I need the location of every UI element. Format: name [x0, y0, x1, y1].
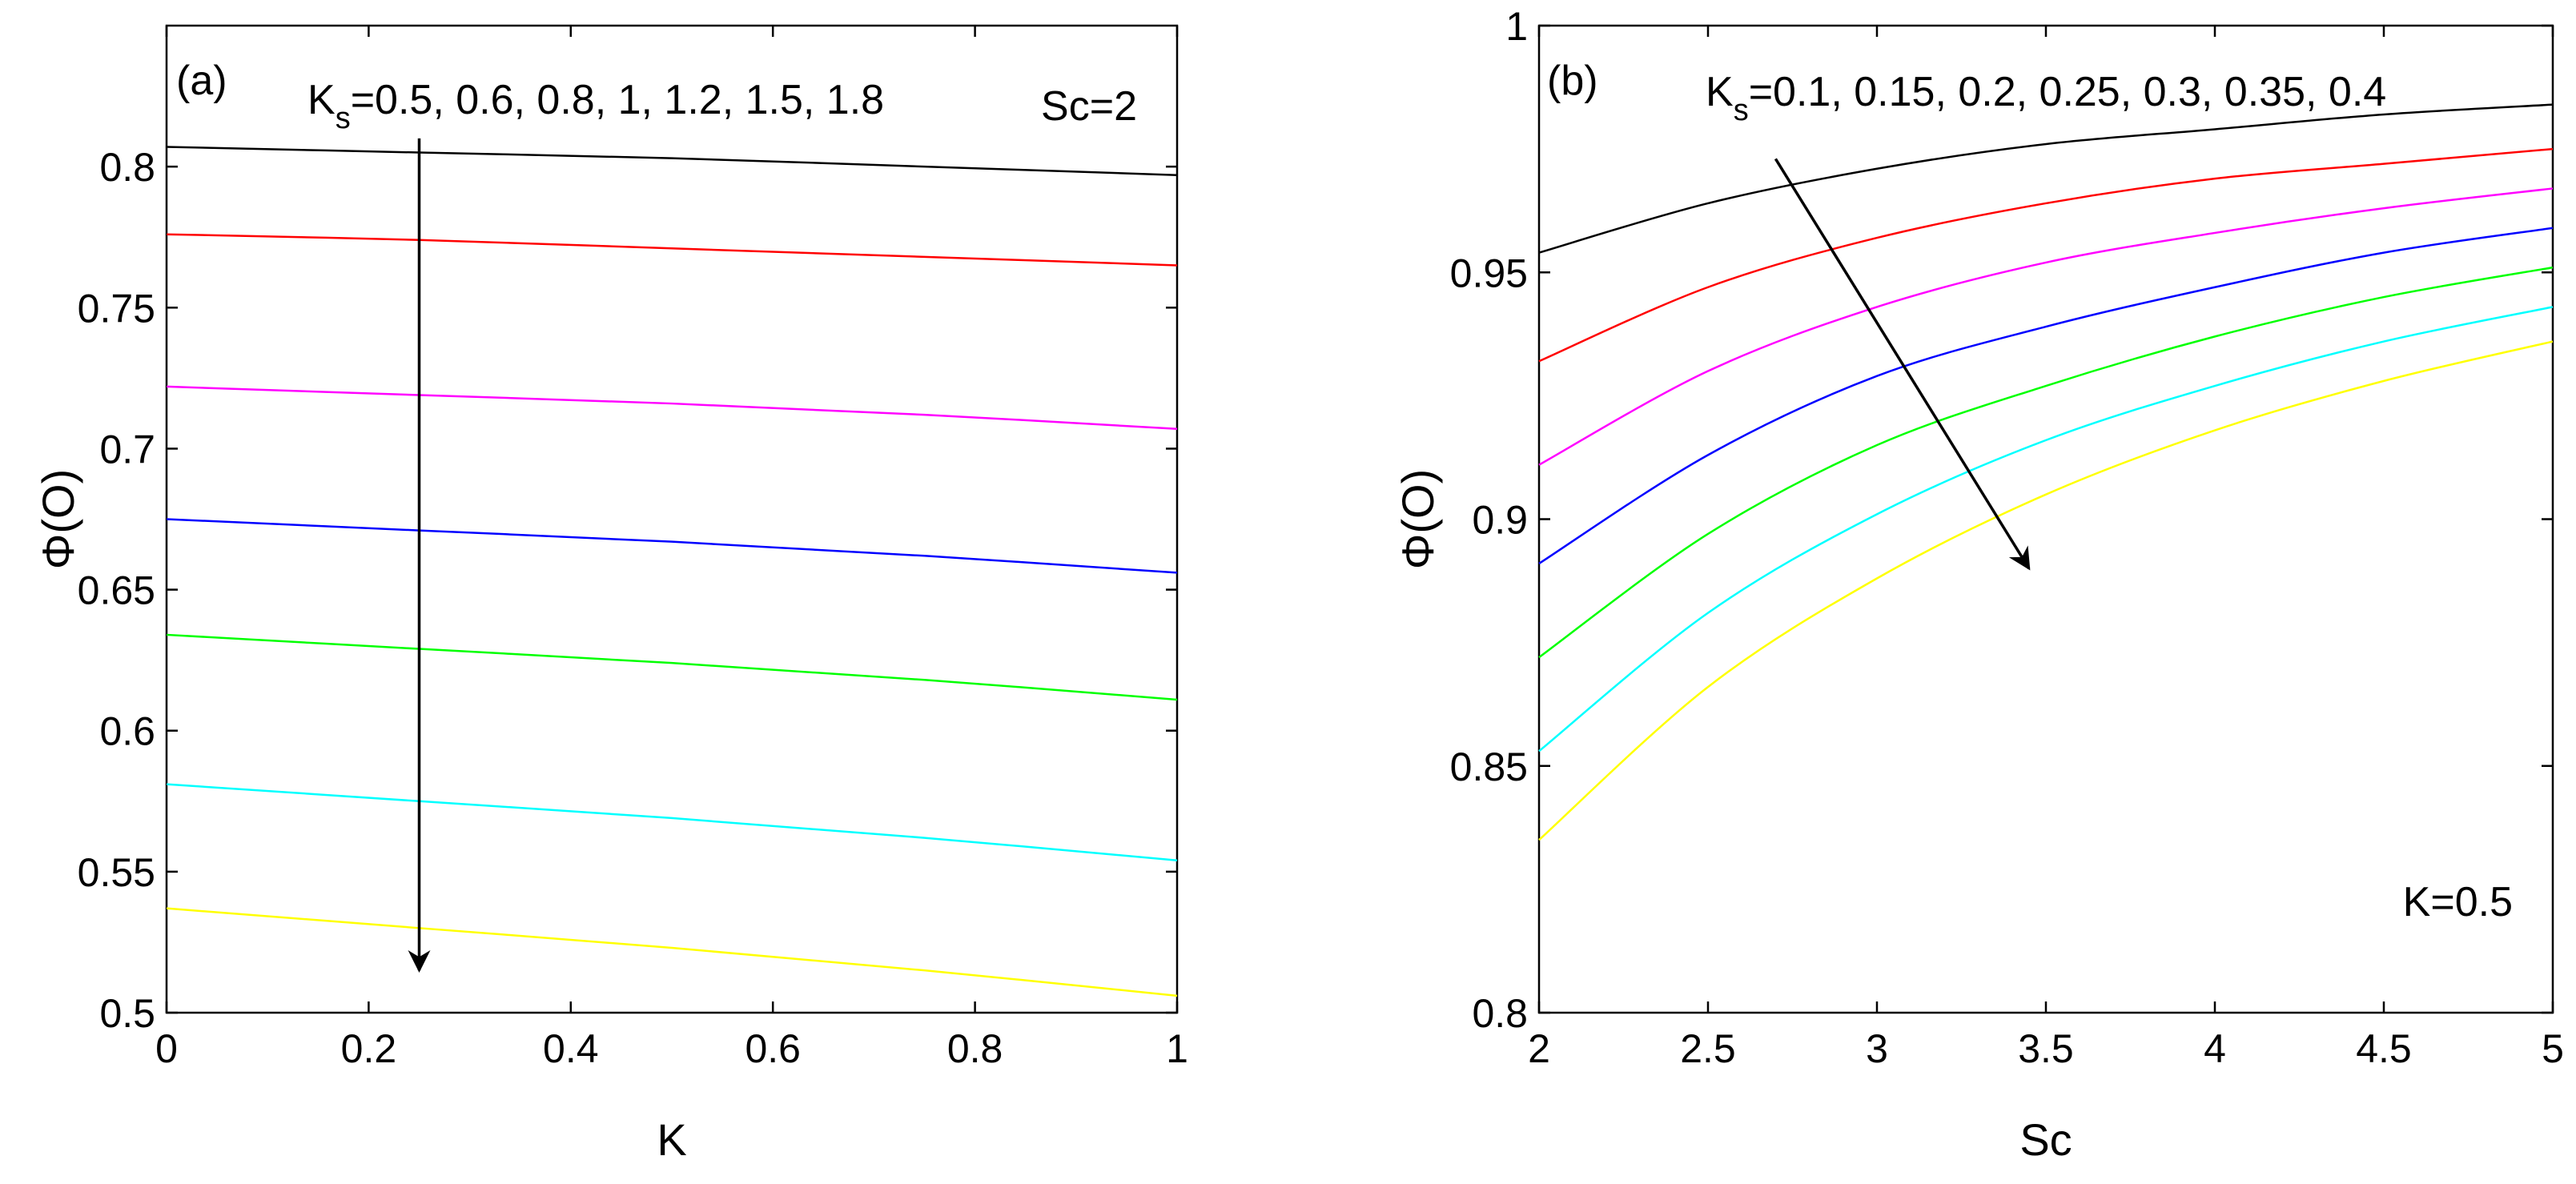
- series-line: [1538, 266, 2554, 659]
- x-tick-label: 2.5: [1680, 1026, 1736, 1071]
- series-line: [166, 518, 1178, 574]
- x-axis-label: Sc: [2019, 1114, 2072, 1165]
- y-tick-label: 0.55: [78, 850, 155, 895]
- series-line: [1538, 147, 2554, 363]
- y-tick-label: 0.75: [78, 286, 155, 331]
- x-tick-label: 5: [2542, 1026, 2564, 1071]
- y-tick-label: 0.8: [99, 145, 155, 190]
- plot-area-frame: [1537, 24, 2554, 1014]
- x-tick-label: 0: [155, 1026, 178, 1071]
- y-axis-label: Φ(O): [33, 469, 83, 570]
- y-tick-label: 0.7: [99, 427, 155, 472]
- x-tick-label: 0.4: [543, 1026, 599, 1071]
- x-tick-label: 3: [1866, 1026, 1888, 1071]
- series-line: [1538, 187, 2554, 466]
- y-tick-label: 0.65: [78, 568, 155, 613]
- panel-label: (a): [176, 58, 227, 104]
- y-axis-label: Φ(O): [1392, 469, 1443, 570]
- x-tick-label: 4: [2204, 1026, 2226, 1071]
- x-tick-label: 0.2: [341, 1026, 397, 1071]
- x-tick-label: 4.5: [2356, 1026, 2412, 1071]
- param-values: =0.5, 0.6, 0.8, 1, 1.2, 1.5, 1.8: [351, 77, 884, 123]
- y-tick-label: 1: [1505, 4, 1528, 49]
- plot-area-frame: [165, 24, 1179, 1014]
- x-tick-label: 1: [1166, 1026, 1188, 1071]
- param-main: K: [1706, 69, 1734, 115]
- fixed-param-label: K=0.5: [2403, 879, 2513, 925]
- y-tick-label: 0.6: [99, 709, 155, 754]
- param-annotation: Ks=0.5, 0.6, 0.8, 1, 1.2, 1.5, 1.8: [307, 77, 884, 135]
- x-tick-label: 2: [1528, 1026, 1550, 1071]
- series-line: [166, 907, 1178, 997]
- x-tick-label: 0.8: [947, 1026, 1003, 1071]
- y-tick-label: 0.8: [1472, 991, 1528, 1036]
- series-line: [1538, 103, 2554, 254]
- series-line: [166, 783, 1178, 862]
- y-tick-label: 0.9: [1472, 498, 1528, 543]
- param-subscript: s: [336, 102, 351, 135]
- y-tick-label: 0.95: [1450, 251, 1528, 295]
- series-line: [166, 146, 1178, 176]
- panel-a: 0 0.2 0.4 0.6 0.8 1 0.5 0.55 0.6 0.65 0.7 0.75 0.8 (…: [33, 24, 1188, 1165]
- series-line: [1538, 227, 2554, 565]
- panel-label: (b): [1547, 58, 1598, 104]
- x-axis-label: K: [657, 1114, 686, 1165]
- fixed-param-label: Sc=2: [1041, 83, 1137, 130]
- x-tick-label: 3.5: [2018, 1026, 2074, 1071]
- series-line: [1538, 306, 2554, 753]
- series-line: [166, 385, 1178, 431]
- param-main: K: [307, 77, 336, 123]
- series-line: [166, 233, 1178, 267]
- series-line: [1538, 340, 2554, 841]
- panel-b: 2 2.5 3 3.5 4 4.5 5 0.8 0.85 0.9 0.95 1 (b) Ks=0.1,…: [1392, 4, 2564, 1165]
- param-annotation: Ks=0.1, 0.15, 0.2, 0.25, 0.3, 0.35, 0.4: [1706, 69, 2386, 127]
- trend-arrow: [1774, 158, 2031, 571]
- y-tick-label: 0.5: [99, 991, 155, 1036]
- param-values: =0.1, 0.15, 0.2, 0.25, 0.3, 0.35, 0.4: [1749, 69, 2387, 115]
- x-tick-label: 0.6: [745, 1026, 801, 1071]
- param-subscript: s: [1734, 94, 1749, 127]
- y-tick-label: 0.85: [1450, 745, 1528, 789]
- series-line: [166, 633, 1178, 701]
